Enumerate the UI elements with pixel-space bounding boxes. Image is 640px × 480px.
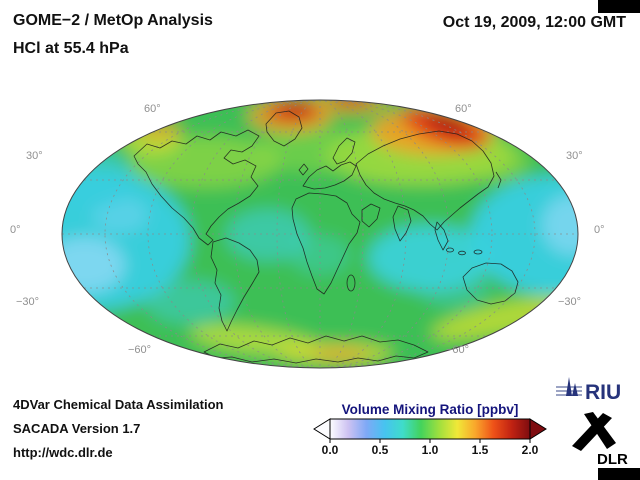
- map-boundary: [61, 99, 579, 369]
- lat-label-left-30s: −30°: [16, 296, 40, 308]
- lat-label-left-0: 0°: [10, 224, 21, 236]
- footer-assimilation-label: 4DVar Chemical Data Assimilation: [13, 397, 224, 412]
- coastline-south-america: [210, 237, 260, 332]
- coastline-sumatra: [458, 250, 466, 256]
- colorbar-tick-1.0: 1.0: [421, 443, 439, 457]
- colorbar-title: Volume Mixing Ratio [ppbv]: [341, 402, 519, 417]
- coastline-british-isles: [298, 163, 309, 176]
- dlr-logo-text: DLR: [597, 451, 628, 468]
- plot-timestamp: Oct 19, 2009, 12:00 GMT: [442, 14, 626, 31]
- colorbar-tick-0.0: 0.0: [321, 443, 339, 457]
- coastline-asia: [355, 130, 495, 231]
- colorbar-tick-marks: [329, 439, 531, 443]
- coastline-greenland: [265, 110, 303, 147]
- dlr-wing-icon: [572, 413, 612, 451]
- dlr-wing-icon-2: [584, 412, 616, 449]
- coastline-north-america: [133, 129, 260, 246]
- plot-title: GOME−2 / MetOp Analysis: [13, 12, 213, 29]
- coastline-southeast-asia: [434, 221, 449, 251]
- coastline-madagascar: [346, 274, 356, 292]
- colorbar-tick-2.0: 2.0: [521, 443, 539, 457]
- colorbar-gradient-bar: [329, 418, 531, 440]
- dlr-logo: DLR: [572, 412, 628, 468]
- colorbar-tick-1.5: 1.5: [471, 443, 489, 457]
- lat-label-right-30s: −30°: [558, 296, 582, 308]
- lat-label-left-30n: 30°: [26, 150, 43, 162]
- coastline-europe: [302, 161, 357, 190]
- colorbar-right-arrow: [529, 418, 547, 440]
- coastline-australia: [462, 262, 519, 305]
- lat-label-right-60n: 60°: [455, 103, 472, 115]
- graticule: [62, 100, 578, 368]
- riu-logo: RIU: [556, 377, 621, 404]
- coastline-india: [392, 205, 412, 242]
- coastline-new-guinea: [473, 249, 483, 255]
- footer-url-label: http://wdc.dlr.de: [13, 445, 113, 460]
- lat-label-right-0: 0°: [594, 224, 605, 236]
- heatmap-layer: [62, 100, 578, 368]
- coastline-arabia: [361, 203, 381, 228]
- lat-label-right-60s: −60°: [446, 344, 470, 356]
- riu-cathedral-icon-2: [572, 383, 578, 396]
- riu-cathedral-icon: [566, 377, 572, 396]
- coastline-scandinavia: [332, 137, 356, 165]
- corner-marker-bottom-right: [598, 468, 640, 480]
- coastline-japan: [495, 171, 502, 189]
- coastline-africa: [291, 192, 361, 295]
- lat-label-right-30n: 30°: [566, 150, 583, 162]
- riu-logo-text: RIU: [585, 381, 621, 404]
- footer-version-label: SACADA Version 1.7: [13, 421, 141, 436]
- coastline-new-zealand: [540, 304, 547, 320]
- colorbar-tick-0.5: 0.5: [371, 443, 389, 457]
- coastline-antarctica: [203, 335, 429, 364]
- corner-marker-top-right: [598, 0, 640, 13]
- coastlines: [133, 110, 547, 364]
- coastline-borneo: [446, 247, 454, 253]
- lat-label-left-60n: 60°: [144, 103, 161, 115]
- lat-label-left-60s: −60°: [128, 344, 152, 356]
- plot-subtitle: HCl at 55.4 hPa: [13, 40, 129, 57]
- colorbar: [313, 418, 547, 443]
- colorbar-left-arrow: [313, 418, 331, 440]
